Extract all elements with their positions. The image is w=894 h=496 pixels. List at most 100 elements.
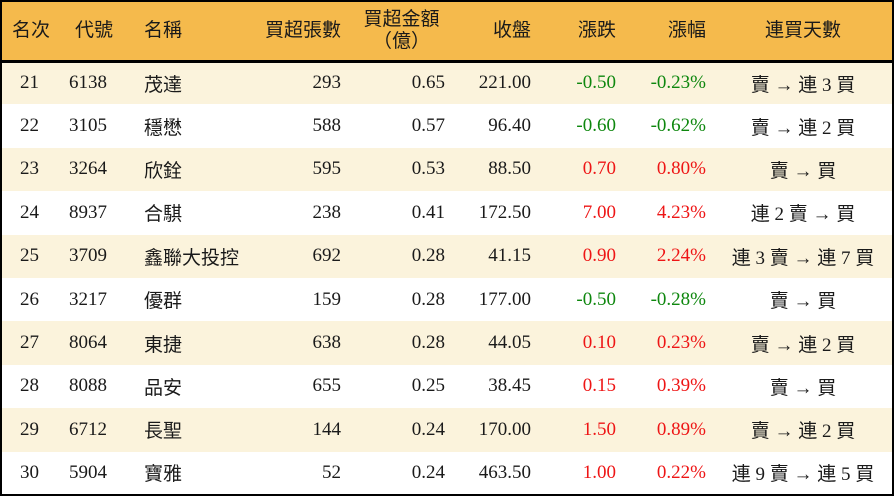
cell-volume: 638	[312, 332, 342, 354]
cell-amount: 0.25	[411, 375, 445, 397]
cell-streak: 賣 → 連 3 買	[750, 74, 856, 96]
cell-change: -0.50	[576, 72, 616, 94]
cell-streak: 連 2 賣 → 買	[750, 204, 856, 226]
cell-rank: 30	[20, 461, 39, 483]
cell-change: -0.50	[576, 288, 616, 310]
cell-change: 0.10	[582, 332, 616, 354]
cell-name: 優群	[144, 291, 183, 313]
cell-volume: 144	[312, 418, 342, 440]
cell-change_pct: -0.62%	[650, 115, 706, 137]
cell-volume: 52	[322, 461, 341, 483]
cell-name: 東捷	[144, 334, 183, 356]
cell-rank: 29	[20, 418, 39, 440]
cell-close: 177.00	[478, 288, 531, 310]
cell-name: 品安	[144, 377, 183, 399]
column-header-rank: 名次	[1, 1, 63, 63]
cell-code: 3264	[69, 158, 107, 180]
column-header-streak: 連買天數	[714, 1, 893, 63]
cell-code: 5904	[69, 461, 107, 483]
cell-streak: 賣 → 連 2 買	[750, 421, 856, 443]
cell-change: 0.70	[582, 158, 616, 180]
cell-amount: 0.28	[411, 332, 445, 354]
cell-change_pct: -0.23%	[650, 72, 706, 94]
column-header-close: 收盤	[451, 1, 539, 63]
cell-change_pct: 4.23%	[656, 201, 706, 223]
cell-rank: 22	[20, 115, 39, 137]
cell-code: 8064	[69, 332, 107, 354]
cell-rank: 26	[20, 288, 39, 310]
cell-change_pct: 2.24%	[656, 245, 706, 267]
cell-change: 1.50	[582, 418, 616, 440]
cell-change: 1.00	[582, 461, 616, 483]
table-row: 26 3217 優群 159 0.28 177.00 -0.50 -0.28% 賣 → 買	[1, 277, 893, 322]
cell-change_pct: -0.28%	[650, 288, 706, 310]
cell-change_pct: 0.89%	[656, 418, 706, 440]
cell-change_pct: 0.39%	[656, 375, 706, 397]
cell-code: 3217	[69, 288, 107, 310]
cell-name: 長聖	[144, 421, 183, 443]
cell-code: 8088	[69, 375, 107, 397]
cell-rank: 24	[20, 201, 39, 223]
table-row: 23 3264 欣銓 595 0.53 88.50 0.70 0.80% 賣 → 買	[1, 147, 893, 192]
cell-change: -0.60	[576, 115, 616, 137]
column-header-amount: 買超金額 （億）	[351, 1, 451, 63]
cell-close: 463.50	[478, 461, 531, 483]
table-row: 29 6712 長聖 144 0.24 170.00 1.50 0.89% 賣 → 連 2 買	[1, 408, 893, 452]
cell-change_pct: 0.80%	[656, 158, 706, 180]
cell-change: 7.00	[582, 201, 616, 223]
cell-change_pct: 0.22%	[656, 461, 706, 483]
cell-close: 38.45	[488, 375, 531, 397]
cell-amount: 0.41	[411, 201, 445, 223]
cell-streak: 賣 → 連 2 買	[750, 334, 856, 356]
cell-code: 6138	[69, 72, 107, 94]
cell-code: 3709	[69, 245, 107, 267]
cell-streak: 連 9 賣 → 連 5 買	[731, 464, 875, 486]
cell-close: 96.40	[488, 115, 531, 137]
cell-close: 170.00	[478, 418, 531, 440]
cell-amount: 0.57	[411, 115, 445, 137]
cell-close: 221.00	[478, 72, 531, 94]
cell-close: 88.50	[488, 158, 531, 180]
cell-close: 41.15	[488, 245, 531, 267]
cell-volume: 588	[312, 115, 342, 137]
cell-volume: 595	[312, 158, 342, 180]
cell-amount: 0.28	[411, 288, 445, 310]
cell-streak: 賣 → 買	[769, 377, 837, 399]
column-header-change: 漲跌	[539, 1, 624, 63]
cell-name: 茂達	[144, 74, 183, 96]
cell-close: 172.50	[478, 201, 531, 223]
table-row: 21 6138 茂達 293 0.65 221.00 -0.50 -0.23% 賣 → 連 3 …	[1, 61, 893, 105]
table-row: 30 5904 寶雅 52 0.24 463.50 1.00 0.22% 連 9 賣 → 連 5…	[1, 451, 893, 495]
cell-rank: 23	[20, 158, 39, 180]
cell-streak: 賣 → 買	[769, 160, 837, 182]
cell-volume: 159	[312, 288, 342, 310]
cell-change: 0.90	[582, 245, 616, 267]
cell-name: 合騏	[144, 204, 183, 226]
cell-amount: 0.65	[411, 72, 445, 94]
table-row: 27 8064 東捷 638 0.28 44.05 0.10 0.23% 賣 → 連 2 買	[1, 321, 893, 365]
cell-rank: 25	[20, 245, 39, 267]
cell-streak: 賣 → 買	[769, 291, 837, 313]
table-row: 25 3709 鑫聯大投控 692 0.28 41.15 0.90 2.24% 連 3 賣 → …	[1, 234, 893, 278]
cell-change: 0.15	[582, 375, 616, 397]
table-row: 22 3105 穩懋 588 0.57 96.40 -0.60 -0.62% 賣 → 連 2 買	[1, 104, 893, 148]
cell-name: 欣銓	[144, 160, 183, 182]
cell-rank: 21	[20, 72, 39, 94]
cell-name: 穩懋	[144, 117, 183, 139]
cell-code: 8937	[69, 201, 107, 223]
cell-volume: 692	[312, 245, 342, 267]
cell-code: 6712	[69, 418, 107, 440]
column-header-volume: 買超張數	[263, 1, 351, 63]
table-row: 28 8088 品安 655 0.25 38.45 0.15 0.39% 賣 → 買	[1, 364, 893, 409]
cell-volume: 655	[312, 375, 342, 397]
cell-streak: 賣 → 連 2 買	[750, 117, 856, 139]
cell-code: 3105	[69, 115, 107, 137]
cell-amount: 0.53	[411, 158, 445, 180]
cell-amount: 0.24	[411, 461, 445, 483]
column-header-name: 名稱	[141, 1, 263, 63]
cell-change_pct: 0.23%	[656, 332, 706, 354]
cell-rank: 27	[20, 332, 39, 354]
table-row: 24 8937 合騏 238 0.41 172.50 7.00 4.23% 連 2 賣 → 買	[1, 191, 893, 235]
